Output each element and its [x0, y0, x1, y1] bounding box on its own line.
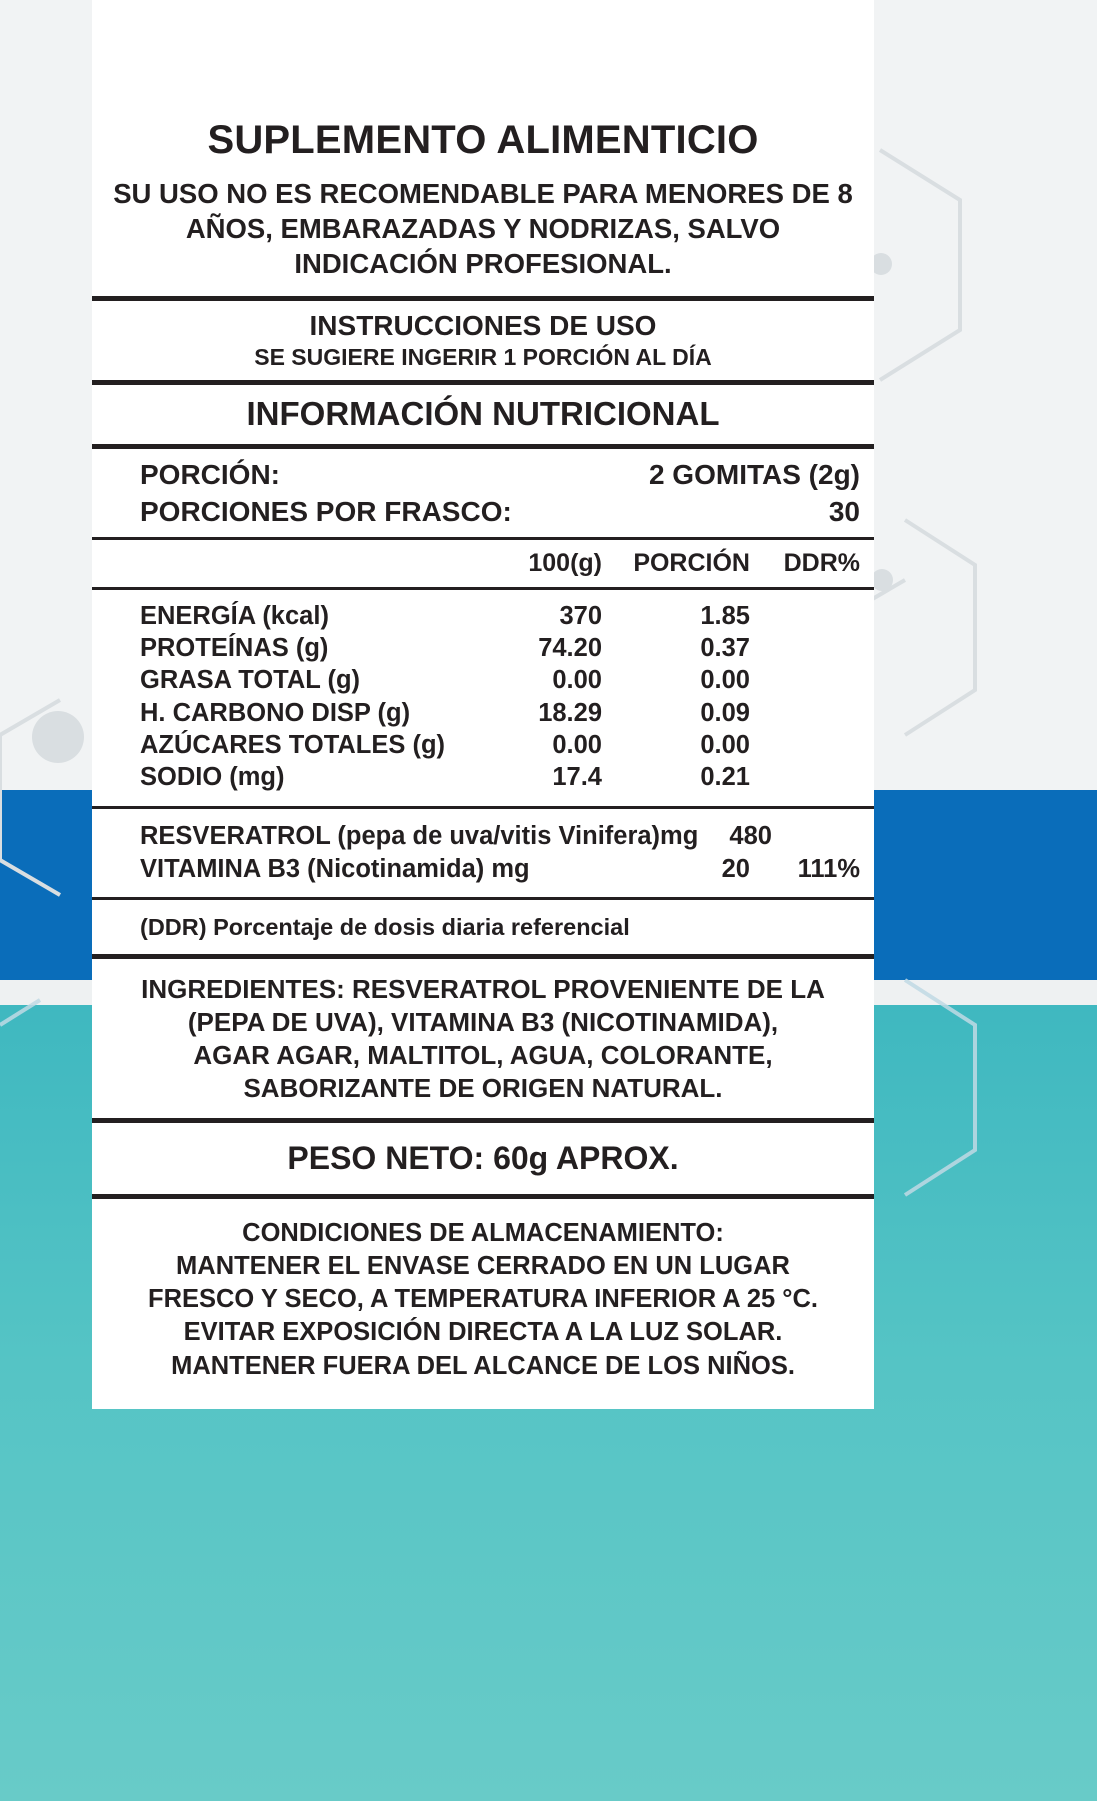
active-ddr: 111%	[797, 854, 860, 883]
nutrient-rows: ENERGÍA (kcal) 370 1.85 PROTEÍNAS (g) 74…	[92, 590, 874, 806]
nutrient-portion: 0.21	[700, 763, 750, 792]
column-header-ddr: DDR%	[783, 548, 860, 577]
storage-conditions-text: CONDICIONES DE ALMACENAMIENTO: MANTENER …	[92, 1199, 874, 1409]
serving-row: PORCIÓN: 2 GOMITAS (2g)	[92, 457, 874, 494]
table-row: PROTEÍNAS (g) 74.20 0.37	[92, 632, 874, 664]
table-row: RESVERATROL (pepa de uva/vitis Vinifera)…	[92, 820, 874, 853]
nutrient-name: GRASA TOTAL (g)	[140, 666, 361, 695]
storage-line: EVITAR EXPOSICIÓN DIRECTA A LA LUZ SOLAR…	[183, 1318, 783, 1347]
nutrient-portion: 0.37	[700, 633, 750, 662]
divider-above-net-weight	[92, 1118, 874, 1124]
serving-label: PORCIÓN:	[140, 458, 280, 490]
ingredients-text: INGREDIENTES: RESVERATROL PROVENIENTE DE…	[92, 959, 874, 1118]
active-amount: 20	[721, 854, 750, 883]
nutrient-per100: 17.4	[552, 763, 602, 792]
serving-value: 30	[828, 495, 860, 527]
divider-above-storage	[92, 1194, 874, 1200]
page-title: SUPLEMENTO ALIMENTICIO	[207, 118, 759, 162]
nutrient-per100: 0.00	[552, 731, 602, 760]
usage-section: INSTRUCCIONES DE USO SE SUGIERE INGERIR …	[92, 301, 874, 381]
table-row: H. CARBONO DISP (g) 18.29 0.09	[92, 697, 874, 729]
storage-line: MANTENER EL ENVASE CERRADO EN UN LUGAR	[176, 1252, 790, 1281]
usage-subtitle: SE SUGIERE INGERIR 1 PORCIÓN AL DÍA	[254, 343, 712, 370]
ingredients-line: INGREDIENTES: RESVERATROL PROVENIENTE DE…	[141, 974, 825, 1005]
nutrient-portion: 1.85	[700, 601, 750, 630]
ddr-footnote: (DDR) Porcentaje de dosis diaria referen…	[140, 914, 630, 941]
serving-info-block: PORCIÓN: 2 GOMITAS (2g) PORCIONES POR FR…	[92, 449, 874, 537]
serving-value: 2 GOMITAS (2g)	[648, 458, 860, 490]
serving-row: PORCIONES POR FRASCO: 30	[92, 494, 874, 531]
nutrient-name: ENERGÍA (kcal)	[140, 601, 329, 630]
table-row: SODIO (mg) 17.4 0.21	[92, 761, 874, 793]
divider-above-column-headers	[92, 536, 874, 540]
storage-line: CONDICIONES DE ALMACENAMIENTO:	[242, 1219, 724, 1248]
nutrient-portion: 0.00	[700, 666, 750, 695]
nutrient-name: H. CARBONO DISP (g)	[140, 698, 411, 727]
nutrient-per100: 74.20	[538, 633, 602, 662]
divider-below-column-headers	[92, 586, 874, 590]
serving-label: PORCIONES POR FRASCO:	[140, 495, 512, 527]
table-row: ENERGÍA (kcal) 370 1.85	[92, 600, 874, 632]
usage-title: INSTRUCCIONES DE USO	[309, 309, 657, 341]
divider-above-nutrition-heading	[92, 380, 874, 386]
ingredients-line: AGAR AGAR, MALTITOL, AGUA, COLORANTE,	[193, 1039, 773, 1070]
net-weight-text: PESO NETO: 60g APROX.	[287, 1140, 679, 1177]
divider-above-usage	[92, 295, 874, 301]
divider-above-actives	[92, 805, 874, 809]
nutrient-per100: 0.00	[552, 666, 602, 695]
active-amount: 480	[729, 821, 772, 850]
column-header-portion: PORCIÓN	[633, 548, 750, 577]
storage-line: FRESCO Y SECO, A TEMPERATURA INFERIOR A …	[148, 1285, 818, 1314]
divider-above-ingredients	[92, 954, 874, 960]
table-row: AZÚCARES TOTALES (g) 0.00 0.00	[92, 729, 874, 761]
nutrient-name: PROTEÍNAS (g)	[140, 633, 329, 662]
nutrient-portion: 0.09	[700, 698, 750, 727]
nutrient-per100: 370	[559, 601, 602, 630]
nutrient-per100: 18.29	[538, 698, 602, 727]
card-top-spacer	[92, 0, 874, 118]
nutrition-label-card: SUPLEMENTO ALIMENTICIO SU USO NO ES RECO…	[92, 0, 874, 1409]
column-header-per100: 100(g)	[528, 548, 602, 577]
nutrient-portion: 0.00	[700, 731, 750, 760]
active-ingredient-rows: RESVERATROL (pepa de uva/vitis Vinifera)…	[92, 809, 874, 897]
nutrient-column-headers: 100(g) PORCIÓN DDR%	[92, 540, 874, 587]
table-row: GRASA TOTAL (g) 0.00 0.00	[92, 664, 874, 696]
nutrition-heading: INFORMACIÓN NUTRICIONAL	[246, 395, 720, 433]
divider-below-nutrition-heading	[92, 443, 874, 449]
active-name: RESVERATROL (pepa de uva/vitis Vinifera)…	[140, 821, 699, 850]
active-name: VITAMINA B3 (Nicotinamida) mg	[140, 854, 530, 883]
ingredients-line: SABORIZANTE DE ORIGEN NATURAL.	[243, 1072, 723, 1103]
divider-above-ddr-note	[92, 897, 874, 901]
warning-text: SU USO NO ES RECOMENDABLE PARA MENORES D…	[113, 178, 853, 280]
nutrient-name: AZÚCARES TOTALES (g)	[140, 731, 446, 760]
storage-line: MANTENER FUERA DEL ALCANCE DE LOS NIÑOS.	[171, 1351, 795, 1380]
nutrient-name: SODIO (mg)	[140, 763, 285, 792]
ingredients-line: (PEPA DE UVA), VITAMINA B3 (NICOTINAMIDA…	[187, 1007, 779, 1038]
table-row: VITAMINA B3 (Nicotinamida) mg 20 111%	[92, 853, 874, 886]
